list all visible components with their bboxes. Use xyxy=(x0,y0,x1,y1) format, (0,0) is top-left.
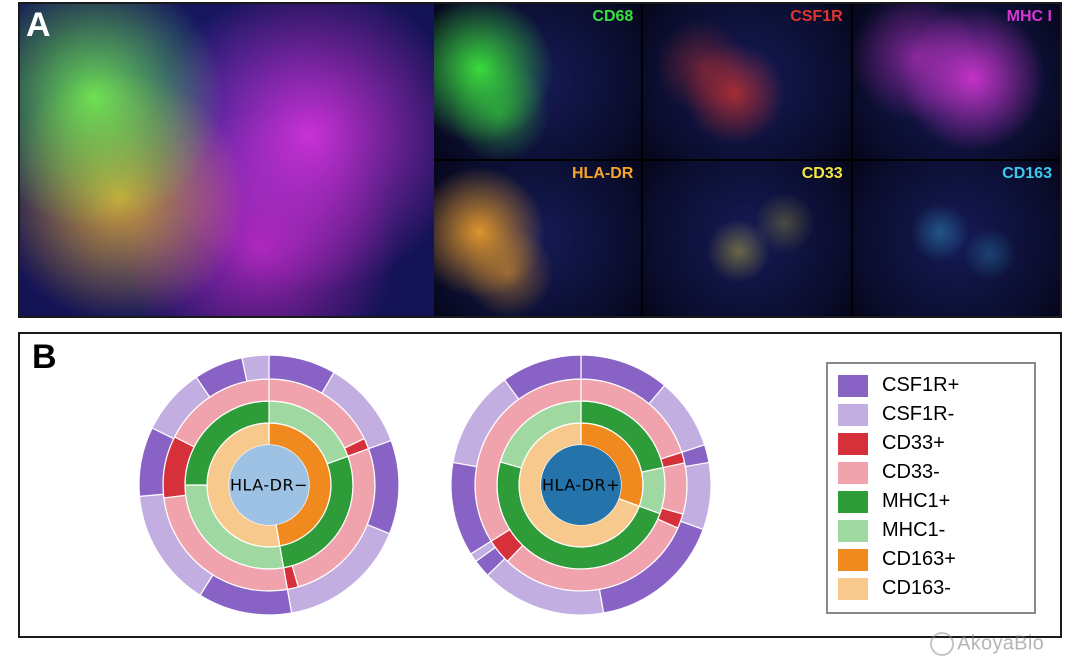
legend-box: CSF1R+ CSF1R- CD33+ CD33- MHC1+ MHC1- CD163+ CD… xyxy=(826,362,1036,614)
watermark-text: AkoyaBio xyxy=(957,632,1044,654)
ring-segment xyxy=(662,463,687,514)
channel-tile-cd68: CD68 xyxy=(434,4,641,159)
legend-swatch xyxy=(838,549,868,571)
legend-label: CD163+ xyxy=(882,548,956,571)
legend-swatch xyxy=(838,433,868,455)
legend-swatch xyxy=(838,462,868,484)
sunburst-hladr-pos: HLA-DR+ xyxy=(444,348,718,622)
wechat-icon xyxy=(930,632,954,656)
panel-b: B HLA-DR− HLA-DR+ CSF1R+ CSF1R- CD33+ CD33- M… xyxy=(18,332,1062,638)
channel-tile-cd33: CD33 xyxy=(643,161,850,316)
sunburst-center-label: HLA-DR− xyxy=(230,476,308,495)
channel-label: HLA-DR xyxy=(572,165,633,183)
legend-swatch xyxy=(838,520,868,542)
channel-tile-hla-dr: HLA-DR xyxy=(434,161,641,316)
sunburst-center-label: HLA-DR+ xyxy=(542,476,620,495)
legend-label: MHC1- xyxy=(882,519,945,542)
channel-label: MHC I xyxy=(1007,8,1052,26)
legend-row: CD163+ xyxy=(838,548,1024,571)
merged-fluorescence-image xyxy=(20,4,434,316)
legend-swatch xyxy=(838,491,868,513)
legend-row: CD163- xyxy=(838,577,1024,600)
ring-segment xyxy=(639,468,665,514)
legend-swatch xyxy=(838,375,868,397)
legend-label: CSF1R+ xyxy=(882,374,959,397)
channel-label: CD163 xyxy=(1002,165,1052,183)
legend-row: CD33- xyxy=(838,461,1024,484)
legend-label: CD163- xyxy=(882,577,951,600)
legend-swatch xyxy=(838,578,868,600)
legend-row: MHC1+ xyxy=(838,490,1024,513)
legend-row: MHC1- xyxy=(838,519,1024,542)
panel-a-label: A xyxy=(26,6,51,45)
sunburst-hladr-neg: HLA-DR− xyxy=(132,348,406,622)
sunburst-container: HLA-DR− HLA-DR+ xyxy=(132,348,718,622)
channel-tile-cd163: CD163 xyxy=(853,161,1060,316)
panel-b-label: B xyxy=(32,338,57,377)
legend-row: CD33+ xyxy=(838,432,1024,455)
watermark: AkoyaBio xyxy=(930,632,1044,656)
legend-label: CD33- xyxy=(882,461,940,484)
panel-a: A CD68 CSF1R MHC I HLA-DR CD33 CD163 xyxy=(18,2,1062,318)
single-channel-grid: CD68 CSF1R MHC I HLA-DR CD33 CD163 xyxy=(434,4,1060,316)
channel-label: CD33 xyxy=(802,165,843,183)
legend-label: CD33+ xyxy=(882,432,945,455)
channel-label: CSF1R xyxy=(790,8,842,26)
legend-row: CSF1R+ xyxy=(838,374,1024,397)
legend-label: CSF1R- xyxy=(882,403,954,426)
channel-tile-csf1r: CSF1R xyxy=(643,4,850,159)
legend-swatch xyxy=(838,404,868,426)
legend-label: MHC1+ xyxy=(882,490,950,513)
channel-tile-mhci: MHC I xyxy=(853,4,1060,159)
ring-segment xyxy=(242,355,269,381)
legend-row: CSF1R- xyxy=(838,403,1024,426)
channel-label: CD68 xyxy=(592,8,633,26)
